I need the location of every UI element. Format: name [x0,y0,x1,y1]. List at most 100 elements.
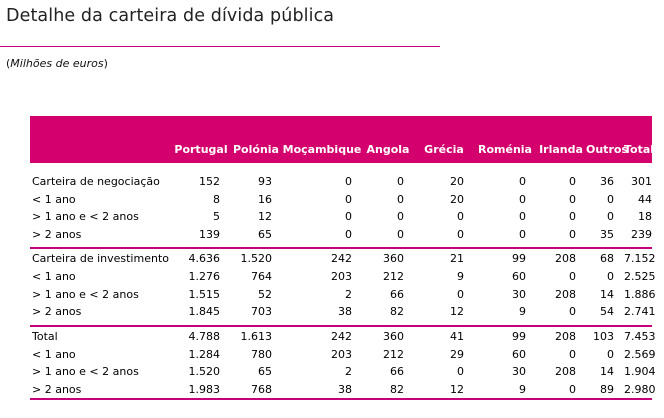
debt-portfolio-table: Portugal Polónia Moçambique Angola Grécia Rom… [30,116,656,398]
column-header: Outros [586,116,628,163]
row-label: Carteira de investimento [32,252,169,265]
value-cell: 8 [213,192,220,206]
value-cell: 0 [397,227,404,241]
value-cell: 0 [397,175,404,189]
value-cell: 2.741 [624,305,656,319]
units-text: Milhões de euros [10,57,104,70]
value-cell: 7.453 [624,329,656,343]
value-cell: 208 [555,329,576,343]
value-cell: 103 [593,329,614,343]
table-row-group-total: Total 4.788 1.613 242 360 41 99 208 103 7.453 [30,327,656,346]
value-cell: 1.276 [188,270,221,284]
value-cell: 0 [519,227,526,241]
value-cell: 0 [345,192,352,206]
row-label: > 1 ano e < 2 anos [32,365,139,379]
value-cell: 764 [251,270,272,284]
value-cell: 0 [397,210,404,224]
row-label: > 1 ano e < 2 anos [32,287,139,301]
column-header: Portugal [172,116,230,163]
units-close-paren: ) [103,57,108,70]
value-cell: 52 [258,287,272,301]
value-cell: 38 [338,305,352,319]
units-note: (Milhões de euros) [6,57,108,70]
value-cell: 0 [345,210,352,224]
value-cell: 99 [512,252,526,265]
table-body: Carteira de negociação 152 93 0 0 20 0 0 36 301 < … [30,163,656,398]
value-cell: 703 [251,305,272,319]
value-cell: 0 [519,175,526,189]
value-cell: 20 [450,192,464,206]
value-cell: 30 [512,287,526,301]
value-cell: 0 [569,210,576,224]
value-cell: 2 [345,365,352,379]
value-cell: 0 [457,227,464,241]
header-blank [30,116,172,163]
value-cell: 99 [512,329,526,343]
debt-portfolio-table-container: Portugal Polónia Moçambique Angola Grécia Rom… [30,116,656,400]
value-cell: 36 [600,175,614,189]
value-cell: 4.636 [188,252,221,265]
value-cell: 0 [569,382,576,396]
value-cell: 0 [569,175,576,189]
row-label: Carteira de negociação [32,175,160,189]
value-cell: 0 [569,192,576,206]
units-open-paren: ( [6,57,11,70]
value-cell: 212 [383,347,404,361]
value-cell: 82 [390,305,404,319]
table-header-row: Portugal Polónia Moçambique Angola Grécia Rom… [30,116,654,163]
value-cell: 4.788 [188,329,221,343]
spacer-row [30,163,652,173]
value-cell: 93 [258,175,272,189]
value-cell: 54 [600,305,614,319]
row-label: > 2 anos [32,382,82,396]
value-cell: 0 [569,270,576,284]
value-cell: 0 [569,227,576,241]
value-cell: 82 [390,382,404,396]
value-cell: 301 [631,175,652,189]
title-underline [0,46,440,47]
value-cell: 0 [569,305,576,319]
value-cell: 1.284 [188,347,221,361]
value-cell: 41 [450,329,464,343]
value-cell: 60 [512,347,526,361]
value-cell: 29 [450,347,464,361]
column-header: Polónia [230,116,282,163]
value-cell: 2 [345,287,352,301]
value-cell: 242 [331,329,352,343]
value-cell: 139 [199,227,220,241]
value-cell: 768 [251,382,272,396]
value-cell: 0 [569,347,576,361]
value-cell: 66 [390,287,404,301]
value-cell: 1.904 [624,365,656,379]
value-cell: 360 [383,329,404,343]
value-cell: 7.152 [624,252,656,265]
value-cell: 152 [199,175,220,189]
value-cell: 212 [383,270,404,284]
value-cell: 0 [519,192,526,206]
value-cell: 65 [258,365,272,379]
column-header: Grécia [414,116,474,163]
value-cell: 21 [450,252,464,265]
value-cell: 203 [331,347,352,361]
value-cell: 0 [345,227,352,241]
page-title: Detalhe da carteira de dívida pública [6,6,335,26]
value-cell: 66 [390,365,404,379]
column-header: Irlanda [536,116,586,163]
value-cell: 2.980 [624,382,656,396]
value-cell: 0 [457,287,464,301]
value-cell: 0 [457,365,464,379]
value-cell: 30 [512,365,526,379]
value-cell: 1.515 [188,287,221,301]
value-cell: 0 [519,210,526,224]
row-label: Total [32,329,58,343]
value-cell: 1.520 [240,252,273,265]
value-cell: 1.520 [188,365,221,379]
table-bottom-rule [30,398,652,400]
value-cell: 203 [331,270,352,284]
table-row-group-total: Carteira de investimento 4.636 1.520 242 360… [30,249,656,268]
row-label: > 2 anos [32,305,82,319]
table-row: > 1 ano e < 2 anos 5 12 0 0 0 0 0 0 18 [30,208,652,226]
value-cell: 0 [607,210,614,224]
value-cell: 35 [600,227,614,241]
row-label: > 1 ano e < 2 anos [32,210,139,224]
